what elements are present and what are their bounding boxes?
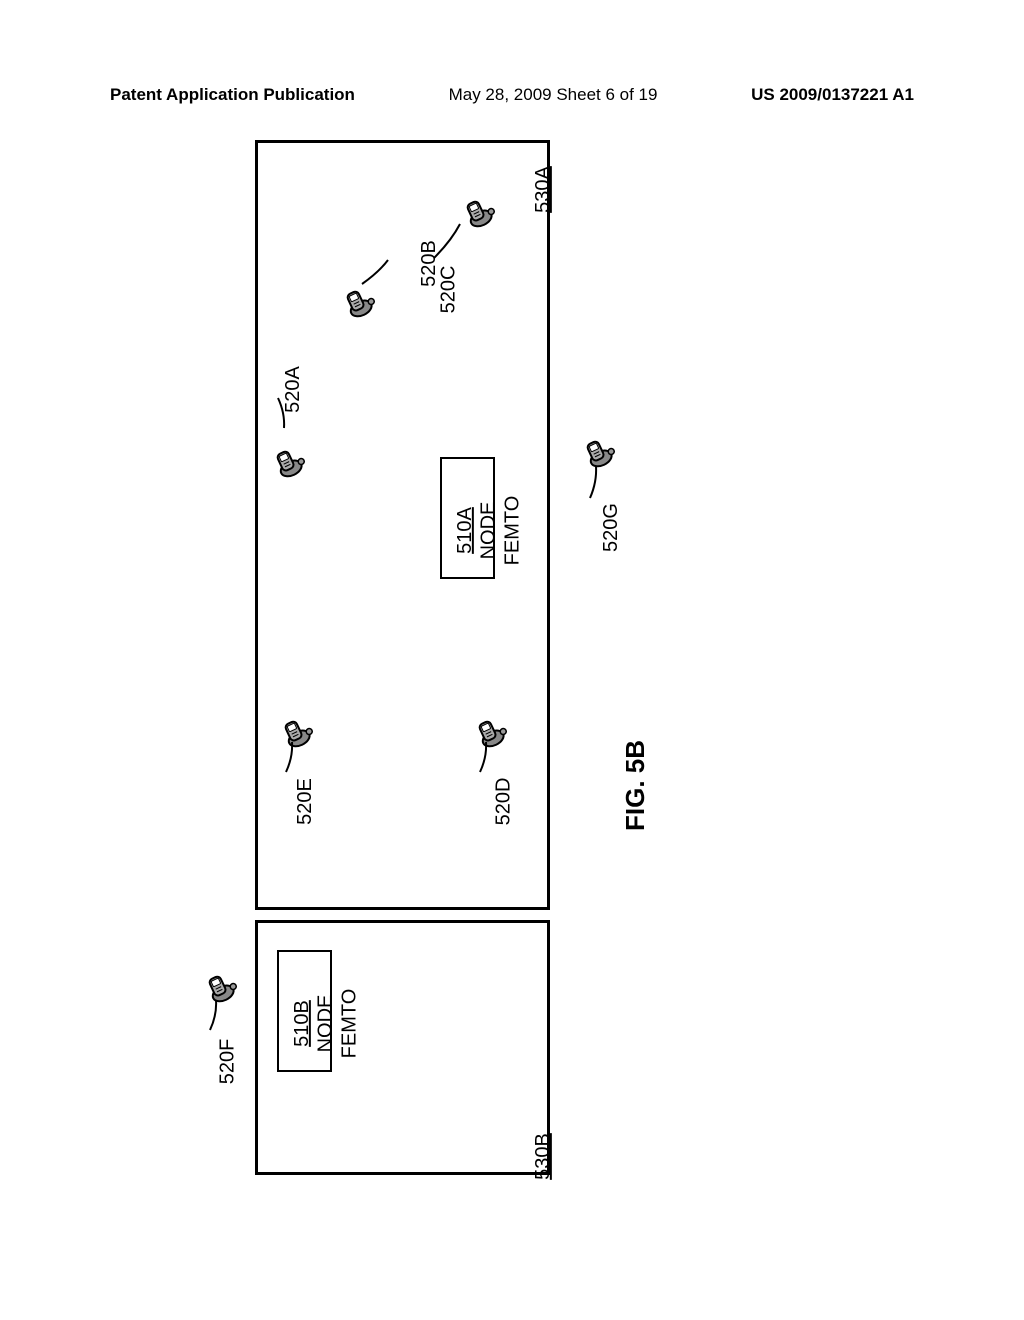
femto-id: 510A <box>454 507 477 554</box>
leader-line <box>478 740 488 774</box>
phone-icon <box>340 280 390 320</box>
page-header: Patent Application Publication May 28, 2… <box>110 85 914 105</box>
figure-label: FIG. 5B <box>620 740 651 831</box>
leader-line <box>360 258 390 286</box>
leader-line <box>208 998 218 1032</box>
leader-line <box>276 396 286 430</box>
femto-line2: NODE <box>314 995 337 1053</box>
region-label-530a: 530A <box>532 166 555 213</box>
region-label-530b: 530B <box>532 1133 555 1180</box>
header-center: May 28, 2009 Sheet 6 of 19 <box>449 85 658 105</box>
femto-node-510b: FEMTO NODE 510B <box>277 950 332 1072</box>
header-right: US 2009/0137221 A1 <box>751 85 914 105</box>
phone-label: 520C <box>437 266 460 314</box>
phone-label: 520D <box>492 778 515 826</box>
figure-diagram: 530A 530B FEMTO NODE 510A FEMTO NODE 510… <box>170 130 850 1230</box>
femto-id: 510B <box>291 1000 314 1047</box>
leader-line <box>284 740 294 774</box>
phone-label: 520E <box>294 778 317 825</box>
phone-icon <box>460 190 510 230</box>
phone-icon <box>270 440 320 480</box>
femto-line1: FEMTO <box>501 496 524 566</box>
femto-line1: FEMTO <box>338 989 361 1059</box>
femto-line2: NODE <box>477 502 500 560</box>
phone-label: 520G <box>600 503 623 552</box>
header-left: Patent Application Publication <box>110 85 355 105</box>
leader-line <box>588 464 598 500</box>
leader-line <box>432 222 462 260</box>
femto-node-510a: FEMTO NODE 510A <box>440 457 495 579</box>
phone-label: 520F <box>216 1039 239 1085</box>
